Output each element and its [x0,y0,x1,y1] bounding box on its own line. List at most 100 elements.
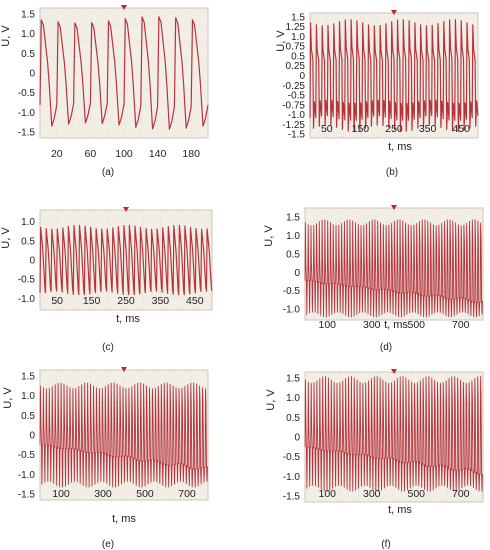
x-tick-label: 50 [51,295,63,307]
y-tick-label: -1.0 [283,304,301,315]
panel-d: 1.5 1.0 0.5 0 -0.5 -1.0 100 300 500 700 U, V t, ms (… [263,205,484,353]
x-tick-label: 100 [115,148,133,160]
panel-e: 1.5 1.0 0.5 0 -0.5 -1.0 -1.5 100 300 500 700 U, V t,… [2,367,209,550]
y-tick-label: 0.25 [286,61,306,72]
y-tick-label: 0.5 [21,49,35,60]
waveform-trace [304,376,483,492]
y-tick-label: 1.25 [286,22,306,33]
waveform-trace [39,224,213,296]
x-tick-label: 60 [85,148,97,160]
x-tick-label: 700 [452,319,470,331]
x-tick-label: 100 [318,319,336,331]
x-axis-label: t, ms [388,504,412,516]
trigger-marker [391,369,397,374]
trigger-marker [121,367,127,372]
y-axis-label: U, V [2,387,14,409]
x-tick-label: 500 [407,319,425,331]
y-tick-label: 1.0 [21,391,35,402]
y-tick-label: 0 [29,69,35,80]
panel-b: 1.51.251.00.750.50.250-0.25-0.5-0.75-1.0… [275,10,479,178]
y-tick-label: 1.5 [286,373,300,384]
y-tick-label: -1.0 [18,470,36,481]
y-tick-label: 0.5 [21,236,35,247]
y-tick-label: 0 [29,256,35,267]
panel-c: 1.0 0.5 0 -0.5 -1.0 50 150 250 350 450 U, V t, ms (c… [0,207,213,353]
y-tick-label: 0 [294,268,300,279]
x-tick-label: 450 [186,295,204,307]
y-tick-label: -1.5 [288,130,306,141]
y-tick-label: 1.0 [286,231,300,242]
y-axis-label: U, V [275,30,287,52]
x-tick-label: 150 [83,295,101,307]
y-tick-label: -0.5 [18,88,36,99]
y-tick-label: -0.25 [282,81,305,92]
y-tick-label: -1.0 [288,110,306,121]
y-axis-label: U, V [263,225,275,247]
panel-f: 1.5 1.0 0.5 0 -0.5 -1.0 -1.5 100 300 500 700 U, V t,… [265,369,484,550]
x-tick-label: 350 [419,123,437,135]
y-axis-label: U, V [265,389,277,411]
x-axis-label: t, ms [116,313,140,325]
x-tick-label: 20 [51,148,63,160]
x-tick-label: 180 [182,148,200,160]
trigger-marker [123,207,129,212]
y-tick-label: 1.5 [21,371,35,382]
y-tick-label: -1.0 [18,108,36,119]
y-tick-label: 0 [299,71,305,82]
y-tick-label: -0.5 [18,275,36,286]
waveform-trace [309,19,479,132]
y-tick-label: 0.5 [286,249,300,260]
y-axis-label: U, V [0,25,12,47]
panel-label: (a) [102,167,114,178]
y-tick-label: -1.5 [18,128,36,139]
y-tick-label: -1.0 [18,294,36,305]
y-tick-label: 0.5 [21,411,35,422]
panel-label: (e) [102,539,114,550]
y-tick-label: 0.5 [286,413,300,424]
y-tick-label: -0.5 [18,450,36,461]
x-tick-label: 300 [94,488,112,500]
x-tick-label: 500 [407,488,425,500]
panel-label: (d) [380,342,392,353]
x-axis-label: t, ms [388,141,412,153]
y-tick-label: -1.0 [283,472,301,483]
y-tick-label: 1.5 [21,9,35,20]
x-tick-label: 700 [452,488,470,500]
x-axis-label: t, ms [384,319,408,331]
x-tick-label: 150 [352,123,370,135]
y-tick-label: -1.5 [18,490,36,501]
panel-a: 1.5 1.0 0.5 0 -0.5 -1.0 -1.5 20 60 100 140 180 U, V (… [0,5,209,178]
y-tick-label: -0.5 [283,286,301,297]
x-tick-label: 300 [363,488,381,500]
trigger-marker [121,5,127,10]
y-tick-label: 0.5 [291,51,305,62]
x-tick-label: 700 [178,488,196,500]
waveform-trace [304,219,483,318]
x-tick-label: 300 [363,319,381,331]
trigger-marker [391,205,397,210]
y-tick-label: 1.0 [21,29,35,40]
y-tick-label: 0 [294,433,300,444]
x-tick-label: 100 [318,488,336,500]
x-tick-label: 500 [136,488,154,500]
y-tick-label: -1.5 [283,492,301,503]
waveform-trace [39,382,208,488]
x-tick-label: 450 [452,123,470,135]
y-tick-label: 1.5 [286,213,300,224]
x-tick-label: 350 [152,295,170,307]
y-tick-label: -0.5 [283,452,301,463]
y-tick-label: -0.5 [288,91,306,102]
panel-label: (c) [102,342,114,353]
x-tick-label: 100 [52,488,70,500]
y-tick-label: -0.75 [282,100,305,111]
waveform-trace [39,16,209,130]
y-tick-label: -1.25 [282,120,305,131]
y-tick-label: 1.0 [286,393,300,404]
x-tick-label: 140 [149,148,167,160]
panel-label: (f) [381,539,390,550]
y-tick-label: 0.75 [286,42,306,53]
x-tick-label: 50 [321,123,333,135]
panel-label: (b) [386,167,398,178]
y-axis-label: U, V [0,227,12,249]
